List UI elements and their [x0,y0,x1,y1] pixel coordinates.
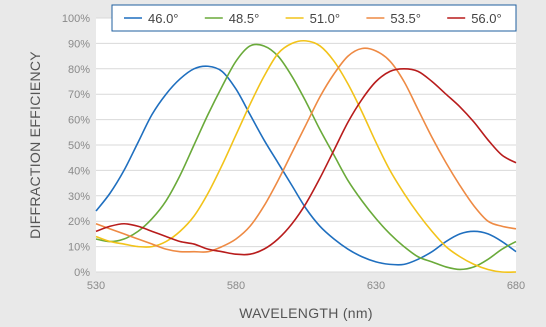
y-tick-label: 40% [68,165,90,177]
y-tick-label: 50% [68,140,90,152]
series-line [95,39,517,273]
series-line [95,65,517,266]
x-tick-label: 530 [87,280,105,292]
x-tick-label: 630 [367,280,385,292]
y-tick-label: 70% [68,89,90,101]
y-tick-label: 10% [68,242,90,254]
y-tick-labels: 0% 10% 20% 30% 40% 50% 60% 70% 80% 90% 100% [62,13,90,279]
series-lines [95,39,517,273]
legend-label: 53.5° [390,11,421,26]
y-tick-label: 30% [68,191,90,203]
y-tick-label: 100% [62,13,90,25]
legend-label: 46.0° [148,11,179,26]
y-tick-label: 80% [68,64,90,76]
legend: 46.0° 48.5° 51.0° 53.5° 56.0° [111,4,517,32]
series-line [95,47,517,253]
y-tick-label: 90% [68,38,90,50]
x-tick-label: 580 [227,280,245,292]
y-axis-title: DIFFRACTION EFFICIENCY [27,51,43,239]
y-tick-label: 0% [74,267,90,279]
x-tick-labels: 530 580 630 680 [87,280,525,292]
y-tick-label: 20% [68,216,90,228]
series-line [95,68,517,256]
y-tick-label: 60% [68,115,90,127]
series-line [95,43,517,271]
legend-label: 51.0° [310,11,341,26]
legend-label: 56.0° [471,11,502,26]
x-tick-label: 680 [507,280,525,292]
x-axis-title: WAVELENGTH (nm) [239,305,373,321]
legend-label: 48.5° [229,11,260,26]
